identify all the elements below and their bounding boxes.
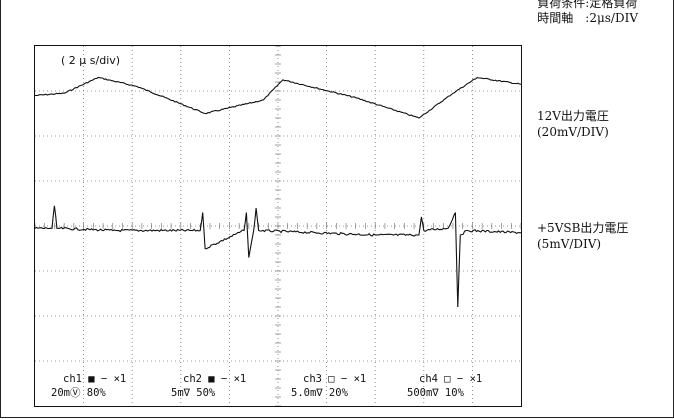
channel-1-header: ch1 ■ − ×1	[63, 373, 126, 385]
channel-1-settings: 20mⓋ 80%	[51, 387, 106, 399]
channel-4-settings: 500m∇ 10%	[407, 387, 465, 399]
trace-5vsb-name: +5VSB出力電圧	[537, 221, 629, 235]
trace-12v-scale: (20mV/DIV)	[537, 125, 609, 139]
channel-2-header: ch2 ■ − ×1	[183, 373, 246, 385]
channel-2-settings: 5m∇ 50%	[171, 387, 216, 399]
timebase-condition: 時間軸 :2μs/DIV	[537, 11, 638, 25]
channel-4-header: ch4 □ − ×1	[419, 373, 482, 385]
oscilloscope-screen: ( 2 μ s/div) ch1 ■ − ×1 20mⓋ 80% ch2 ■ − ×1…	[34, 45, 522, 407]
trace-label-12v: 12V出力電圧 (20mV/DIV)	[537, 108, 609, 140]
scope-graticule: ( 2 μ s/div) ch1 ■ − ×1 20mⓋ 80% ch2 ■ − ×1…	[35, 46, 521, 406]
trace-label-5vsb: +5VSB出力電圧 (5mV/DIV)	[537, 220, 628, 252]
trace-12v-name: 12V出力電圧	[537, 109, 609, 123]
measurement-conditions: 負荷条件:定格負荷 時間軸 :2μs/DIV	[537, 0, 638, 26]
trace-5vsb-waveform	[35, 205, 521, 308]
timebase-label: ( 2 μ s/div)	[61, 54, 120, 67]
channel-3-header: ch3 □ − ×1	[303, 373, 366, 385]
trace-5vsb-scale: (5mV/DIV)	[537, 237, 602, 251]
trace-12v-waveform	[35, 76, 521, 119]
channel-3-settings: 5.0m∇ 20%	[291, 387, 349, 399]
load-condition: 負荷条件:定格負荷	[537, 0, 638, 10]
